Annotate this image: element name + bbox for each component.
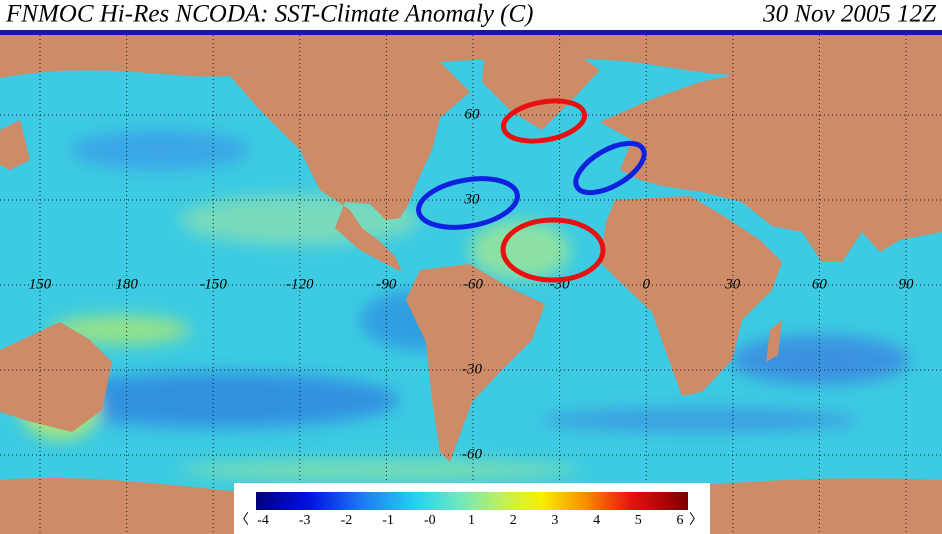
longitude-label: 150	[29, 276, 52, 292]
colorbar-left-arrow: 〈	[235, 512, 249, 528]
longitude-label: -60	[463, 276, 483, 292]
longitude-label: 30	[724, 276, 741, 292]
colorbar-label: -2	[341, 513, 353, 528]
colorbar-label: -4	[257, 513, 269, 528]
title-bar	[0, 0, 942, 30]
colorbar-label: 2	[510, 513, 517, 528]
colorbar-label: -0	[424, 513, 436, 528]
latitude-label: 30	[464, 191, 481, 207]
colorbar-label: -3	[299, 513, 311, 528]
longitude-label: -150	[199, 276, 227, 292]
colorbar-label: 3	[551, 513, 558, 528]
longitude-label: 0	[642, 276, 650, 292]
latitude-label: 60	[465, 106, 481, 122]
latitude-label: -30	[462, 361, 482, 377]
title: FNMOC Hi-Res NCODA: SST-Climate Anomaly …	[5, 1, 534, 28]
annotations	[416, 98, 647, 283]
colorbar	[256, 492, 688, 510]
longitude-label: -90	[376, 276, 396, 292]
colorbar-label: 5	[635, 513, 642, 528]
longitude-label: 60	[812, 276, 828, 292]
colorbar-label: 4	[593, 513, 600, 528]
colorbar-right-arrow: 〉	[689, 512, 703, 528]
colorbar-label: 1	[468, 513, 475, 528]
longitude-label: -120	[286, 276, 314, 292]
title-rule	[0, 30, 942, 35]
colorbar-label: 6	[677, 513, 684, 528]
longitude-label: 90	[899, 276, 915, 292]
longitude-label: 180	[115, 276, 138, 292]
colorbar-label: -1	[382, 513, 394, 528]
date: 30 Nov 2005 12Z	[762, 1, 937, 28]
latitude-label: -60	[462, 446, 482, 462]
